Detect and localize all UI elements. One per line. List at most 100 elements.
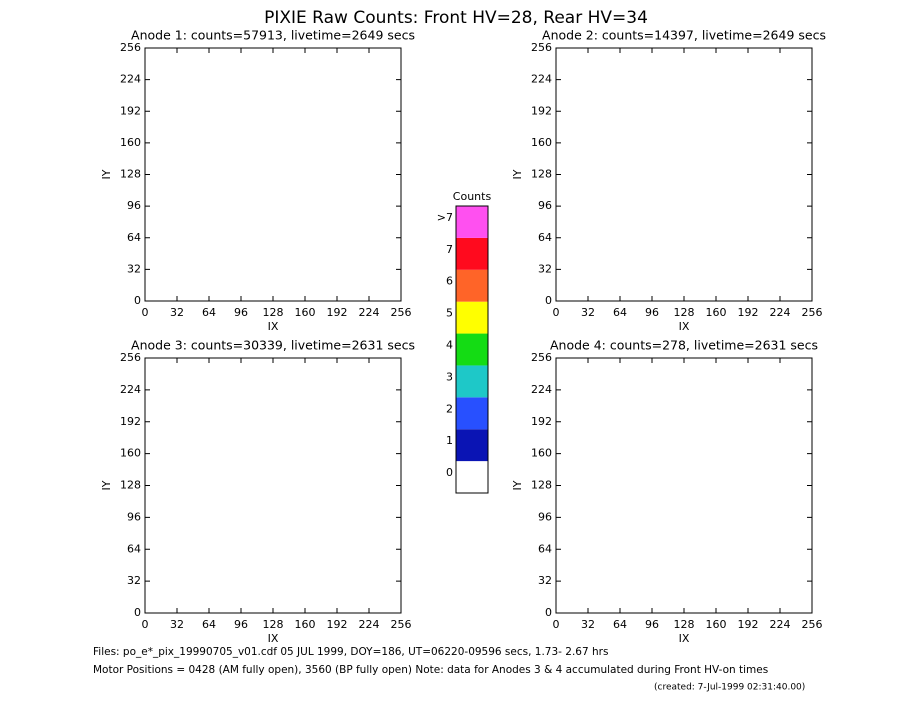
x-tick-label: 160 bbox=[706, 306, 727, 319]
plot-frame bbox=[144, 47, 402, 302]
y-tick-label: 128 bbox=[531, 168, 552, 181]
y-tick-label: 64 bbox=[127, 231, 141, 244]
x-axis-label: IX bbox=[268, 632, 279, 645]
colorbar-label: 4 bbox=[446, 339, 453, 352]
y-tick-label: 32 bbox=[127, 262, 141, 275]
colorbar-label: >7 bbox=[437, 211, 453, 224]
colorbar-frame bbox=[455, 205, 489, 494]
figure-title: PIXIE Raw Counts: Front HV=28, Rear HV=3… bbox=[264, 8, 648, 28]
x-axis-label: IX bbox=[679, 632, 690, 645]
y-tick-label: 128 bbox=[120, 479, 141, 492]
plot-frame bbox=[555, 357, 813, 614]
y-tick-label: 256 bbox=[120, 41, 141, 54]
y-tick-label: 224 bbox=[531, 73, 552, 86]
y-tick-label: 0 bbox=[134, 606, 141, 619]
x-tick-label: 224 bbox=[359, 618, 380, 631]
x-tick-label: 256 bbox=[802, 306, 823, 319]
colorbar-swatch bbox=[456, 206, 488, 238]
colorbar-swatch bbox=[456, 461, 488, 493]
x-tick-label: 224 bbox=[359, 306, 380, 319]
y-tick-label: 160 bbox=[120, 447, 141, 460]
y-tick-label: 192 bbox=[531, 415, 552, 428]
colorbar-label: 0 bbox=[446, 466, 453, 479]
panel-title: Anode 1: counts=57913, livetime=2649 sec… bbox=[131, 28, 415, 43]
x-tick-label: 192 bbox=[327, 618, 348, 631]
x-tick-label: 32 bbox=[170, 306, 184, 319]
colorbar-label: 1 bbox=[446, 434, 453, 447]
x-tick-label: 256 bbox=[391, 618, 412, 631]
plot-frame bbox=[555, 47, 813, 302]
footer-line: Motor Positions = 0428 (AM fully open), … bbox=[93, 664, 768, 676]
colorbar-swatch bbox=[456, 429, 488, 462]
colorbar-swatch bbox=[456, 333, 488, 366]
y-tick-label: 224 bbox=[531, 383, 552, 396]
x-tick-label: 64 bbox=[202, 306, 216, 319]
y-tick-label: 0 bbox=[545, 606, 552, 619]
y-tick-label: 32 bbox=[538, 574, 552, 587]
x-axis-label: IX bbox=[268, 320, 279, 333]
x-tick-label: 224 bbox=[770, 306, 791, 319]
x-axis-label: IX bbox=[679, 320, 690, 333]
y-tick-label: 128 bbox=[531, 479, 552, 492]
x-tick-label: 32 bbox=[581, 306, 595, 319]
colorbar-swatch bbox=[456, 365, 488, 398]
x-tick-label: 128 bbox=[263, 618, 284, 631]
x-tick-label: 0 bbox=[553, 306, 560, 319]
footer-line: Files: po_e*_pix_19990705_v01.cdf 05 JUL… bbox=[93, 646, 608, 658]
y-axis-label: IY bbox=[511, 169, 524, 179]
y-tick-label: 192 bbox=[531, 104, 552, 117]
colorbar-swatch bbox=[456, 269, 488, 302]
x-tick-label: 96 bbox=[645, 306, 659, 319]
y-tick-label: 0 bbox=[545, 294, 552, 307]
x-tick-label: 160 bbox=[295, 306, 316, 319]
y-tick-label: 64 bbox=[127, 542, 141, 555]
x-tick-label: 64 bbox=[613, 618, 627, 631]
x-tick-label: 0 bbox=[142, 618, 149, 631]
y-tick-label: 224 bbox=[120, 73, 141, 86]
y-tick-label: 96 bbox=[538, 199, 552, 212]
y-tick-label: 64 bbox=[538, 542, 552, 555]
footer-line: (created: 7-Jul-1999 02:31:40.00) bbox=[654, 683, 805, 693]
colorbar-label: 2 bbox=[446, 402, 453, 415]
x-tick-label: 192 bbox=[327, 306, 348, 319]
x-tick-label: 96 bbox=[234, 618, 248, 631]
x-tick-label: 128 bbox=[263, 306, 284, 319]
colorbar-label: 7 bbox=[446, 243, 453, 256]
colorbar-swatch bbox=[456, 301, 488, 334]
x-tick-label: 0 bbox=[142, 306, 149, 319]
x-tick-label: 224 bbox=[770, 618, 791, 631]
y-tick-label: 160 bbox=[531, 136, 552, 149]
x-tick-label: 0 bbox=[553, 618, 560, 631]
y-tick-label: 96 bbox=[127, 510, 141, 523]
y-tick-label: 96 bbox=[127, 199, 141, 212]
x-tick-label: 128 bbox=[674, 306, 695, 319]
x-tick-label: 160 bbox=[706, 618, 727, 631]
colorbar-title: Counts bbox=[453, 190, 492, 203]
y-tick-label: 192 bbox=[120, 104, 141, 117]
y-tick-label: 256 bbox=[120, 351, 141, 364]
x-tick-label: 128 bbox=[674, 618, 695, 631]
colorbar-swatch bbox=[456, 237, 488, 270]
y-tick-label: 160 bbox=[120, 136, 141, 149]
colorbar-label: 6 bbox=[446, 275, 453, 288]
y-tick-label: 64 bbox=[538, 231, 552, 244]
x-tick-label: 192 bbox=[738, 306, 759, 319]
plot-frame bbox=[144, 357, 402, 614]
x-tick-label: 96 bbox=[234, 306, 248, 319]
colorbar-label: 3 bbox=[446, 370, 453, 383]
colorbar-label: 5 bbox=[446, 307, 453, 320]
y-tick-label: 32 bbox=[538, 262, 552, 275]
x-tick-label: 256 bbox=[802, 618, 823, 631]
x-tick-label: 32 bbox=[170, 618, 184, 631]
x-tick-label: 160 bbox=[295, 618, 316, 631]
y-tick-label: 96 bbox=[538, 510, 552, 523]
panel-title: Anode 3: counts=30339, livetime=2631 sec… bbox=[131, 338, 415, 353]
y-tick-label: 0 bbox=[134, 294, 141, 307]
y-axis-label: IY bbox=[100, 169, 113, 179]
y-tick-label: 128 bbox=[120, 168, 141, 181]
y-axis-label: IY bbox=[100, 480, 113, 490]
y-tick-label: 192 bbox=[120, 415, 141, 428]
y-tick-label: 224 bbox=[120, 383, 141, 396]
colorbar-swatch bbox=[456, 397, 488, 430]
x-tick-label: 32 bbox=[581, 618, 595, 631]
